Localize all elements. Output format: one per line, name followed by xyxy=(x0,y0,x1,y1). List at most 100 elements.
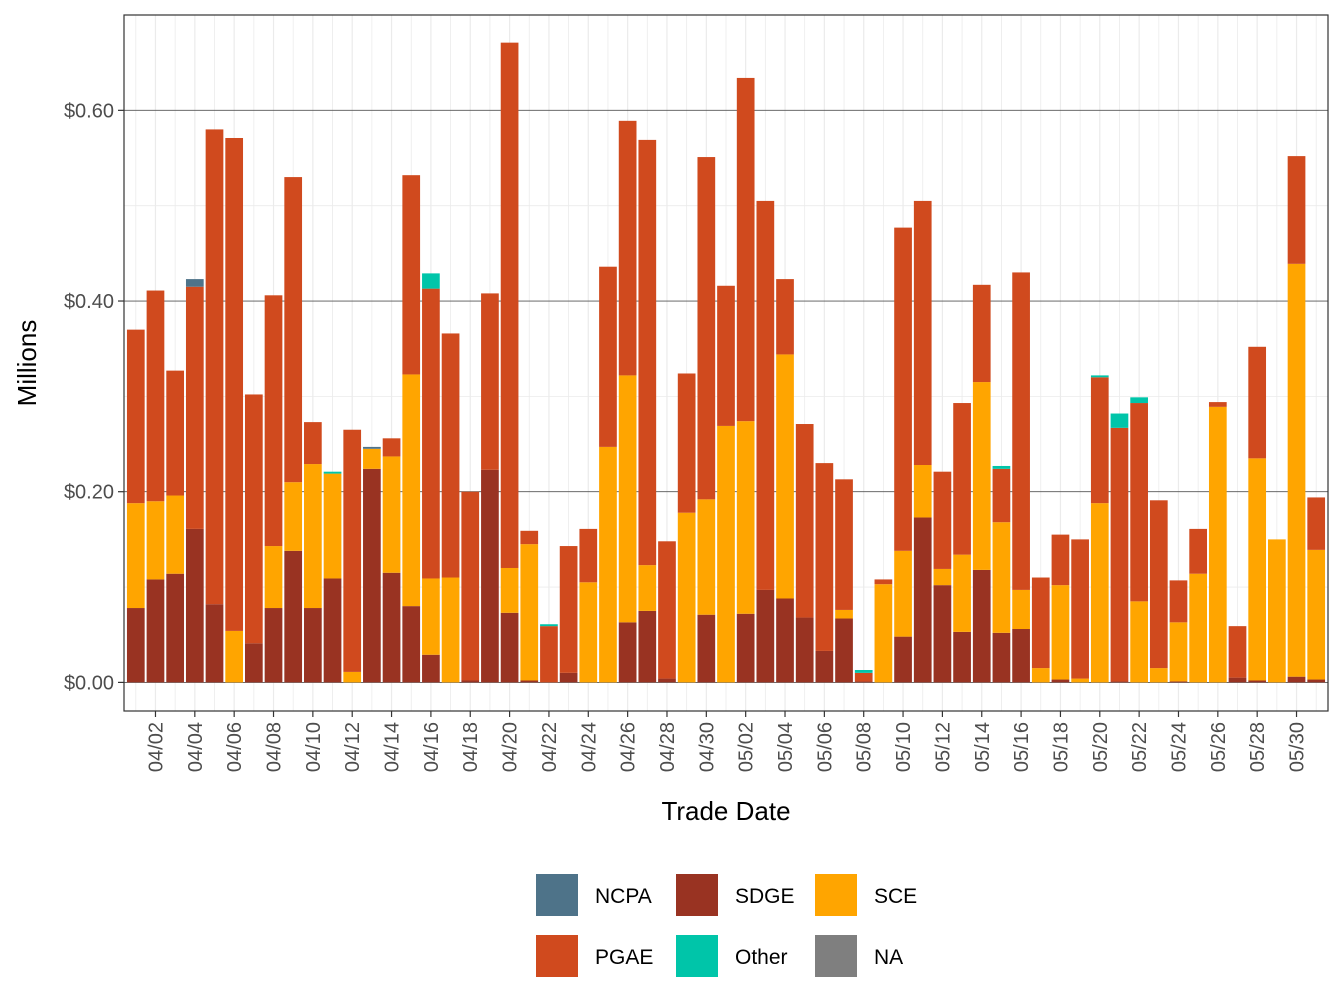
bar-pgae-05-20 xyxy=(1090,377,1109,504)
bar-sce-05-01 xyxy=(717,425,735,683)
bar-sdge-04-30 xyxy=(697,614,716,683)
legend-label: NCPA xyxy=(595,885,652,908)
bar-pgae-05-28 xyxy=(1248,346,1267,459)
legend-label: NA xyxy=(874,946,903,969)
x-tick-label: 04/28 xyxy=(657,722,679,772)
bar-sce-04-30 xyxy=(697,499,716,615)
bar-sdge-04-16 xyxy=(422,654,440,683)
x-tick-label: 05/04 xyxy=(775,722,797,772)
bar-sce-04-01 xyxy=(126,503,145,609)
bar-pgae-04-14 xyxy=(382,438,401,457)
bar-pgae-05-19 xyxy=(1071,539,1089,679)
x-tick-label: 05/16 xyxy=(1011,722,1033,772)
bar-pgae-04-25 xyxy=(599,266,617,447)
bar-sdge-05-28 xyxy=(1248,680,1267,683)
bar-pgae-05-03 xyxy=(756,200,775,590)
bar-pgae-04-23 xyxy=(559,546,578,673)
bar-sce-04-21 xyxy=(520,544,539,681)
bar-pgae-04-30 xyxy=(697,157,716,500)
bar-sce-05-24 xyxy=(1169,622,1188,682)
x-tick-label: 04/30 xyxy=(696,722,718,772)
bar-pgae-05-07 xyxy=(835,479,853,610)
bar-sdge-05-12 xyxy=(933,585,952,683)
bar-sce-04-16 xyxy=(422,578,440,655)
bar-other-04-22 xyxy=(540,624,558,627)
legend: NCPA PGAE SDGE Other SCE NA xyxy=(536,874,917,977)
bar-ncpa-04-13 xyxy=(363,446,381,449)
bar-sdge-05-04 xyxy=(776,598,794,683)
bar-pgae-04-18 xyxy=(461,491,480,681)
bar-pgae-04-16 xyxy=(422,288,440,579)
bar-other-04-16 xyxy=(422,273,440,289)
bar-sce-05-12 xyxy=(933,568,952,586)
legend-item-ncpa: NCPA xyxy=(536,874,652,916)
bar-pgae-04-03 xyxy=(166,370,185,496)
bar-other-04-11 xyxy=(323,471,342,474)
x-tick-label: 05/26 xyxy=(1208,722,1230,772)
x-axis: 04/02 04/04 04/06 04/08 04/10 04/12 04/14 04/16… xyxy=(145,711,1309,772)
bar-pgae-05-21 xyxy=(1110,427,1129,682)
bar-pgae-05-05 xyxy=(795,424,814,618)
x-tick-label: 04/06 xyxy=(224,722,246,772)
bar-sce-05-29 xyxy=(1267,539,1286,683)
bar-pgae-04-28 xyxy=(658,541,676,679)
bar-pgae-04-20 xyxy=(500,42,519,568)
legend-item-sce: SCE xyxy=(815,874,917,916)
bar-pgae-05-17 xyxy=(1031,577,1050,669)
legend-key-pgae xyxy=(536,935,578,977)
bar-sdge-04-14 xyxy=(382,572,401,683)
bar-pgae-05-04 xyxy=(776,279,794,355)
x-tick-label: 04/24 xyxy=(578,722,600,772)
legend-label: PGAE xyxy=(595,946,653,969)
bar-sce-04-14 xyxy=(382,456,401,573)
bar-sdge-05-07 xyxy=(835,618,853,683)
bar-sdge-04-13 xyxy=(363,468,381,683)
bar-sdge-04-01 xyxy=(126,608,145,683)
bar-sdge-04-23 xyxy=(559,672,578,683)
bar-pgae-05-13 xyxy=(953,403,971,555)
bar-sdge-04-07 xyxy=(244,643,263,683)
bar-sce-05-14 xyxy=(972,382,991,570)
x-tick-label: 04/26 xyxy=(618,722,640,772)
bar-sce-05-16 xyxy=(1012,589,1030,630)
bar-pgae-05-18 xyxy=(1051,534,1070,586)
bar-sce-05-26 xyxy=(1208,406,1227,683)
bar-sce-04-09 xyxy=(284,482,303,551)
bar-pgae-04-22 xyxy=(540,626,558,683)
x-tick-label: 05/06 xyxy=(814,722,836,772)
bar-sce-05-20 xyxy=(1090,503,1109,683)
bar-sdge-05-15 xyxy=(992,632,1011,683)
legend-key-other xyxy=(676,935,718,977)
legend-key-na xyxy=(815,935,857,977)
legend-item-sdge: SDGE xyxy=(676,874,795,916)
bar-sce-05-07 xyxy=(835,609,853,619)
bar-pgae-04-29 xyxy=(677,373,696,513)
bar-sdge-04-03 xyxy=(166,573,185,683)
bar-sdge-04-18 xyxy=(461,680,480,683)
x-tick-label: 04/02 xyxy=(145,722,167,772)
bar-sdge-04-02 xyxy=(146,579,165,683)
legend-key-ncpa xyxy=(536,874,578,916)
bar-sce-05-13 xyxy=(953,554,971,632)
bar-sdge-04-09 xyxy=(284,550,303,683)
bar-sce-05-19 xyxy=(1071,678,1089,683)
bar-sce-05-28 xyxy=(1248,458,1267,681)
bar-sdge-05-24 xyxy=(1169,681,1188,683)
bar-pgae-05-16 xyxy=(1012,272,1030,590)
bar-sce-04-17 xyxy=(441,577,460,683)
x-tick-label: 05/08 xyxy=(854,722,876,772)
bar-sce-04-24 xyxy=(579,582,598,683)
bar-other-05-20 xyxy=(1090,375,1109,378)
bar-sdge-04-11 xyxy=(323,578,342,683)
y-axis-title: Millions xyxy=(12,320,42,407)
bar-pgae-05-12 xyxy=(933,471,952,569)
bar-sce-04-15 xyxy=(402,374,421,607)
bar-sce-04-26 xyxy=(618,375,637,623)
legend-key-sdge xyxy=(676,874,718,916)
bar-sce-04-03 xyxy=(166,495,185,574)
bar-pgae-05-09 xyxy=(874,579,893,585)
x-tick-label: 05/24 xyxy=(1168,722,1190,772)
bar-ncpa-04-04 xyxy=(185,279,204,287)
x-tick-label: 04/10 xyxy=(303,722,325,772)
